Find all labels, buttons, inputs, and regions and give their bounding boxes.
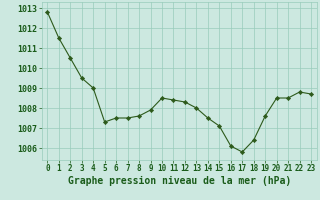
X-axis label: Graphe pression niveau de la mer (hPa): Graphe pression niveau de la mer (hPa) xyxy=(68,176,291,186)
